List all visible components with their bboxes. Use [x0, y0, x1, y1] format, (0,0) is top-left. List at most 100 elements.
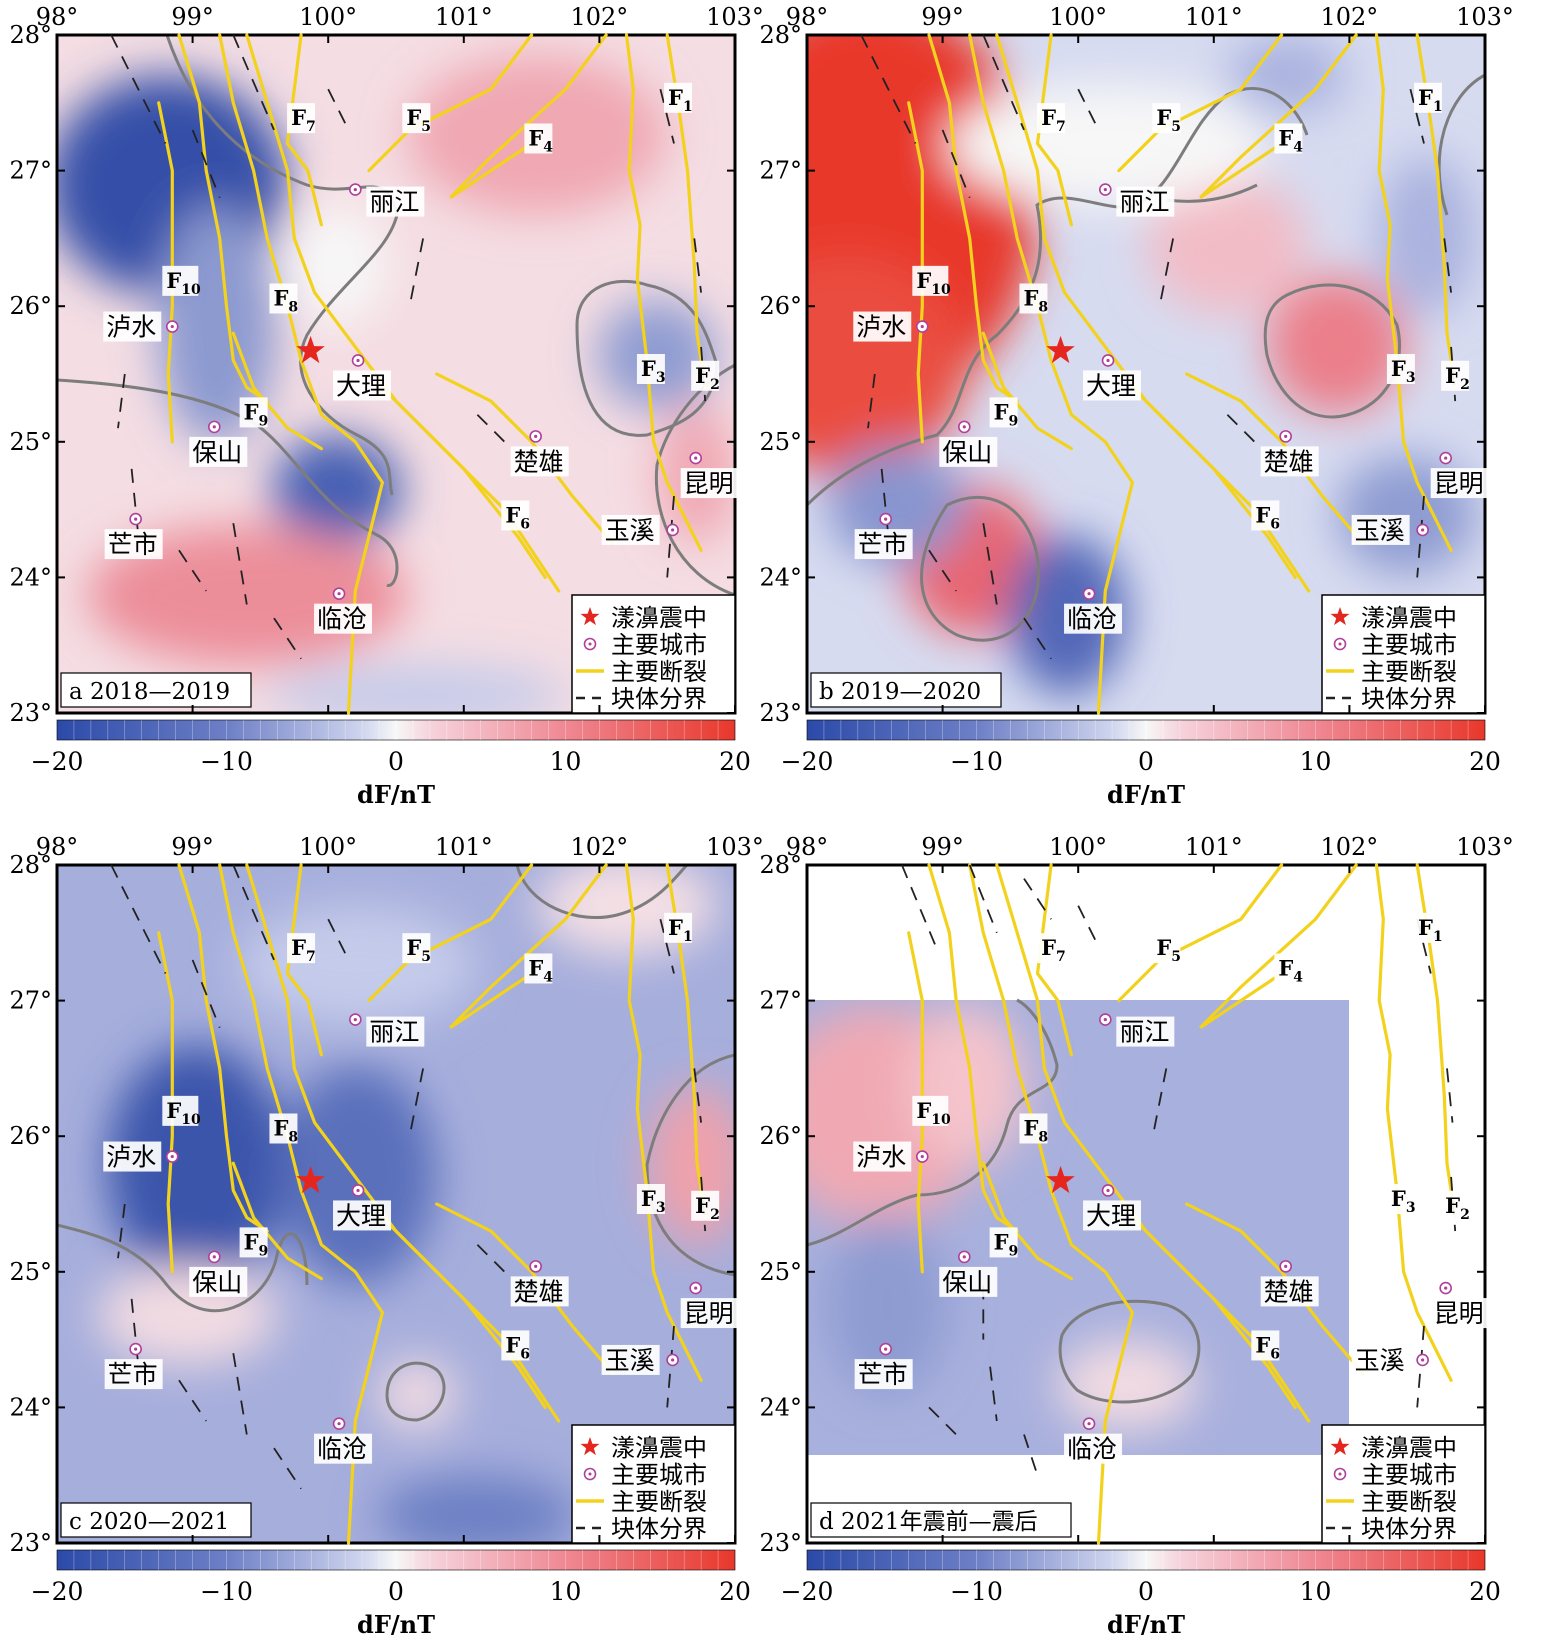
lon-tick-label: 101° — [1185, 833, 1243, 861]
city-marker: 昆明 — [680, 451, 739, 499]
city-label: 昆明 — [684, 469, 734, 498]
fault-label: F9 — [239, 1227, 269, 1259]
svg-text:F1: F1 — [1418, 915, 1443, 945]
svg-text:F7: F7 — [291, 935, 316, 965]
city-marker: 临沧 — [1064, 587, 1123, 634]
legend-star-icon — [580, 1437, 600, 1456]
city-label: 大理 — [336, 371, 386, 400]
svg-text:F7: F7 — [1041, 935, 1066, 965]
svg-text:F3: F3 — [641, 356, 666, 386]
fault-label: F9 — [989, 397, 1018, 429]
fault-label: F10 — [162, 1095, 201, 1128]
colorbar-tick-label: −20 — [31, 747, 84, 776]
lon-tick-label: 102° — [1320, 833, 1378, 861]
colorbar: −20 −10 0 10 20 dF/nT — [781, 719, 1501, 809]
lon-tick-label: 103° — [1456, 3, 1514, 31]
lat-tick-label: 26° — [9, 292, 52, 320]
svg-text:F4: F4 — [528, 955, 553, 985]
city-marker: 楚雄 — [1260, 430, 1319, 477]
lon-tick-label: 102° — [570, 833, 628, 861]
city-marker: 昆明 — [1430, 451, 1489, 499]
fault-label: F1 — [664, 912, 693, 945]
fault-label: F5 — [1152, 103, 1181, 135]
legend-star-icon — [1330, 607, 1350, 626]
fault-label: F1 — [1414, 82, 1443, 115]
colorbar-tick-label: 0 — [388, 747, 404, 776]
epicenter-star-icon — [296, 1165, 325, 1194]
block-boundary — [982, 34, 1025, 131]
city-marker: 楚雄 — [510, 430, 569, 477]
lat-tick-label: 28° — [759, 21, 802, 49]
city-marker: 楚雄 — [510, 1260, 569, 1307]
city-marker: 丽江 — [349, 183, 425, 217]
svg-text:F6: F6 — [505, 502, 530, 532]
city-label: 保山 — [942, 438, 992, 467]
fault-line — [245, 863, 547, 1409]
colorbar-tick-label: 10 — [550, 747, 582, 776]
colorbar-tick-label: −10 — [950, 1577, 1003, 1606]
city-marker: 保山 — [939, 420, 998, 467]
colorbar-tick-label: −10 — [200, 1577, 253, 1606]
fault-label: F8 — [269, 1113, 298, 1145]
block-boundary — [1023, 1434, 1039, 1476]
city-marker: 临沧 — [314, 1417, 373, 1464]
legend-label: 主要城市 — [1361, 1461, 1457, 1489]
block-boundary — [928, 549, 957, 592]
colorbar: −20 −10 0 10 20 dF/nT — [31, 1549, 751, 1639]
svg-text:F10: F10 — [916, 268, 951, 298]
epicenter-star-icon — [1046, 1165, 1075, 1194]
fault-line — [449, 33, 608, 200]
lon-tick-label: 100° — [1049, 833, 1107, 861]
lon-tick-label: 99° — [921, 3, 964, 31]
svg-text:F7: F7 — [291, 105, 316, 135]
block-boundary — [232, 34, 275, 131]
lat-tick-label: 25° — [9, 1258, 52, 1286]
fault-label: F3 — [636, 354, 666, 386]
epicenter-star-icon — [296, 335, 325, 364]
svg-text:F2: F2 — [1445, 1193, 1470, 1223]
city-marker: 芒市 — [104, 512, 163, 560]
block-boundary — [110, 864, 167, 974]
city-marker: 昆明 — [1430, 1281, 1489, 1329]
fault-line — [177, 863, 269, 1233]
svg-text:F1: F1 — [668, 85, 693, 115]
lon-tick-label: 100° — [1049, 3, 1107, 31]
block-boundary — [232, 523, 248, 605]
fault-line — [231, 1161, 323, 1281]
city-label: 芒市 — [858, 530, 908, 559]
block-boundary — [130, 1298, 140, 1367]
block-boundary — [860, 34, 917, 144]
epicenter-star-icon — [1046, 335, 1075, 364]
lat-tick-label: 24° — [759, 1393, 802, 1421]
city-label: 泸水 — [106, 1143, 156, 1172]
block-boundary — [1416, 1325, 1425, 1408]
lat-tick-label: 27° — [9, 987, 52, 1015]
fault-label: F2 — [1441, 360, 1470, 393]
svg-text:F2: F2 — [695, 1193, 720, 1223]
fault-label: F3 — [1386, 1184, 1416, 1216]
block-boundary — [1443, 238, 1452, 293]
lon-tick-label: 101° — [1185, 3, 1243, 31]
zero-contours — [807, 998, 1201, 1404]
city-label: 临沧 — [317, 605, 367, 634]
legend-label: 漾濞震中 — [611, 604, 707, 632]
city-label: 丽江 — [369, 1018, 419, 1047]
svg-text:b 2019—2020: b 2019—2020 — [819, 679, 981, 705]
lat-tick-label: 28° — [9, 21, 52, 49]
fault-label: F4 — [524, 953, 553, 985]
fault-lines — [907, 33, 1457, 715]
svg-text:F9: F9 — [244, 1229, 269, 1259]
legend-label: 主要城市 — [1361, 631, 1457, 659]
lon-tick-label: 102° — [1320, 3, 1378, 31]
svg-text:F4: F4 — [1278, 125, 1303, 155]
fault-label: F2 — [691, 360, 720, 393]
block-boundary — [941, 129, 971, 199]
block-boundary — [693, 238, 702, 293]
lon-tick-label: 98° — [786, 3, 829, 31]
legend-star-icon — [1330, 1437, 1350, 1456]
block-boundary — [1023, 617, 1052, 660]
